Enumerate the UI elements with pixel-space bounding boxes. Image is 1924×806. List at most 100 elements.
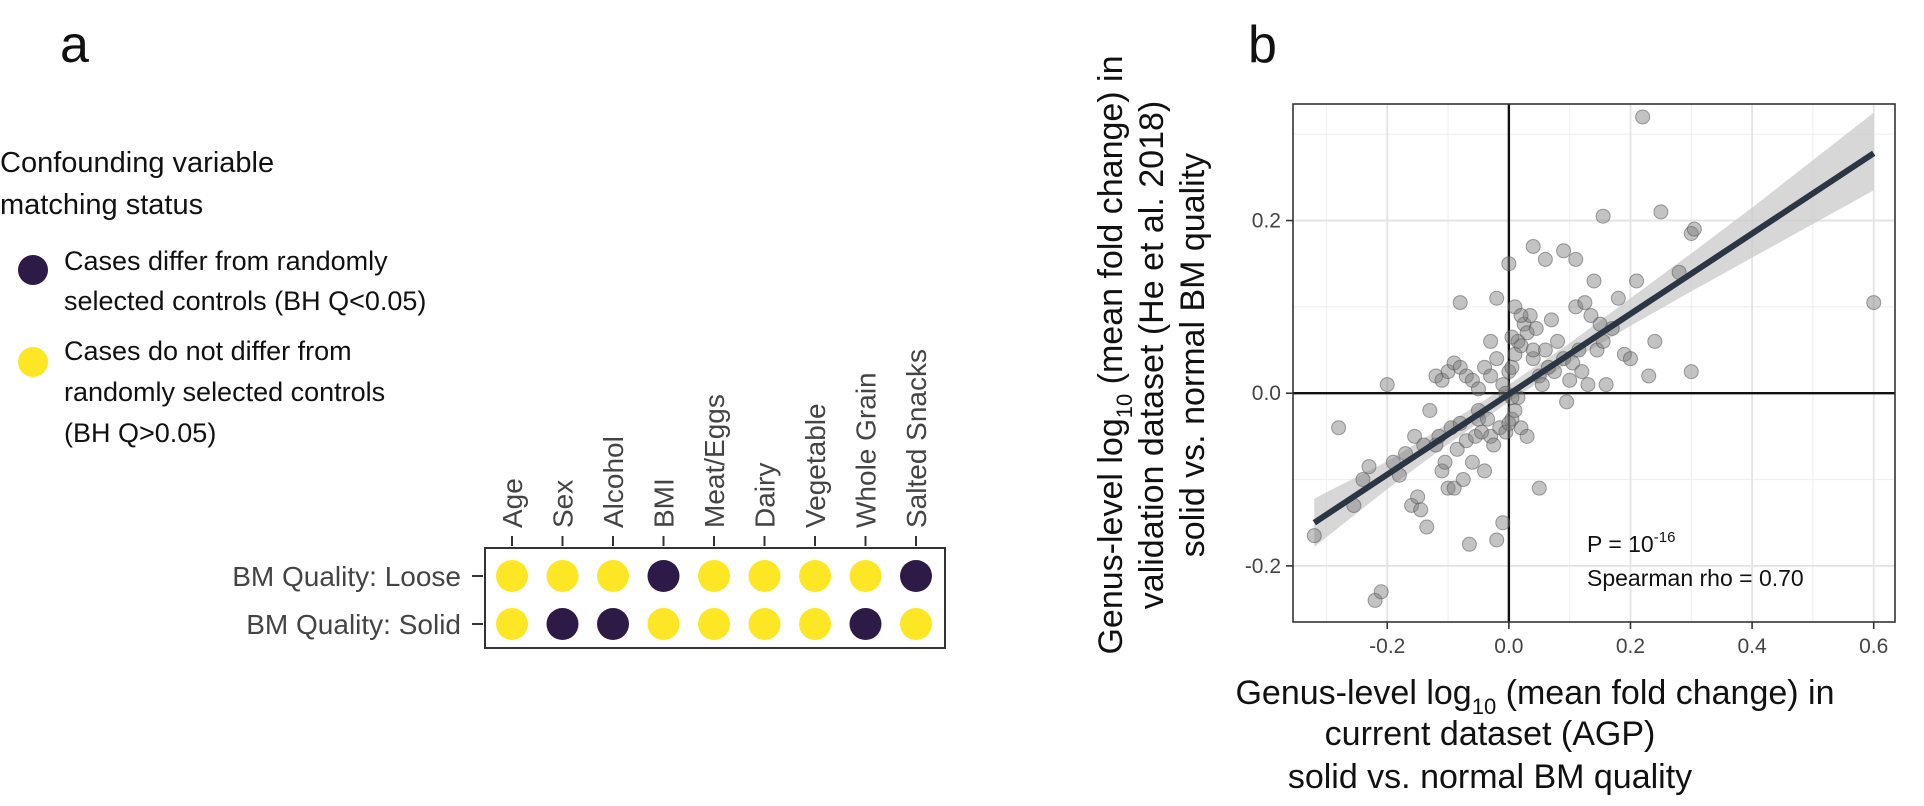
column-label: Whole Grain <box>851 372 882 528</box>
legend-key-differ <box>18 255 48 285</box>
scatter-point <box>1653 204 1669 220</box>
scatter-point <box>1598 377 1614 393</box>
y-axis-title-line3: solid vs. normal BM quality <box>1174 153 1212 557</box>
x-axis-title-line1: Genus-level log10 (mean fold change) in <box>1235 674 1834 719</box>
column-label: Vegetable <box>800 403 831 528</box>
scatter-point <box>1568 251 1584 267</box>
scatter-point <box>1495 515 1511 531</box>
dot-differ <box>647 560 680 592</box>
y-axis-title-line2: validation dataset (He et al. 2018) <box>1133 101 1171 609</box>
scatter-point <box>1404 497 1420 513</box>
scatter-point <box>1562 372 1578 388</box>
spearman-annotation: Spearman rho = 0.70 <box>1587 565 1804 591</box>
confidence-band <box>1314 112 1874 547</box>
scatter-point <box>1470 381 1486 397</box>
dot-differ <box>900 560 932 592</box>
scatter-point <box>1434 372 1450 388</box>
dot-no-differ <box>849 560 882 592</box>
legend-differ-line2: selected controls (BH Q<0.05) <box>64 286 426 316</box>
dot-no-differ <box>546 560 579 592</box>
scatter-point <box>1686 221 1702 237</box>
panel-a: a Confounding variable matching status C… <box>0 16 946 649</box>
scatter-point <box>1610 290 1626 306</box>
scatter-point <box>1519 325 1535 341</box>
y-tick-label: 0.0 <box>1252 382 1281 405</box>
scatter-point <box>1483 428 1499 444</box>
scatter-point <box>1507 402 1523 418</box>
scatter-point <box>1452 295 1468 311</box>
scatter-point <box>1537 342 1553 358</box>
dot-no-differ <box>647 608 680 640</box>
scatter-point <box>1622 351 1638 367</box>
scatter-point <box>1866 295 1882 311</box>
legend-no-differ-line3: (BH Q>0.05) <box>64 418 216 448</box>
scatter-point <box>1464 454 1480 470</box>
panel-a-letter: a <box>60 16 89 74</box>
scatter-point <box>1525 351 1541 367</box>
dot-no-differ <box>698 608 730 640</box>
x-tick-label: 0.0 <box>1494 635 1523 658</box>
regression-line <box>1312 150 1876 526</box>
scatter-point <box>1477 359 1493 375</box>
scatter-point <box>1559 394 1575 410</box>
dot-matrix-frame <box>484 547 946 649</box>
dot-no-differ <box>799 608 831 640</box>
legend-no-differ-line1: Cases do not differ from <box>64 336 352 366</box>
p-value-text: P = 10 <box>1587 531 1654 557</box>
dot-no-differ <box>748 608 781 640</box>
scatter-point <box>1534 377 1550 393</box>
x-axis-title-line3: solid vs. normal BM quality <box>1288 758 1692 796</box>
column-label: BMI <box>649 478 680 528</box>
scatter-point <box>1504 411 1520 427</box>
scatter-point <box>1419 519 1435 535</box>
column-label: Salted Snacks <box>901 349 932 528</box>
scatter-point <box>1525 238 1541 254</box>
p-value-exponent: -16 <box>1654 529 1676 546</box>
dot-matrix: Age Sex Alcohol BMI Meat/Eggs Dairy Vegetable W… <box>232 349 946 649</box>
scatter-point <box>1486 437 1502 453</box>
scatter-point <box>1586 273 1602 289</box>
p-value-annotation: P = 10-16 <box>1587 529 1675 557</box>
scatter-point <box>1635 109 1651 125</box>
scatter-point <box>1568 299 1584 315</box>
scatter-point <box>1483 368 1499 384</box>
scatter-point <box>1480 411 1496 427</box>
x-tick-label: -0.2 <box>1369 635 1405 658</box>
scatter-point <box>1507 299 1523 315</box>
dot-no-differ <box>799 560 831 592</box>
column-label: Age <box>497 478 528 528</box>
dot-no-differ <box>496 608 528 640</box>
scatter-point <box>1504 329 1520 345</box>
column-label: Sex <box>548 480 579 528</box>
legend-title-line2: matching status <box>0 189 203 221</box>
scatter-point <box>1434 463 1450 479</box>
scatter-point <box>1437 454 1453 470</box>
scatter-point <box>1513 420 1529 436</box>
scatter-point <box>1477 463 1493 479</box>
scatter-point <box>1519 428 1535 444</box>
scatter-point <box>1513 308 1529 324</box>
scatter-point <box>1455 472 1471 488</box>
scatter-point <box>1543 312 1559 328</box>
scatter-plot: -0.2 0.0 0.2 0.4 0.6 -0.2 0.0 0.2 <box>1245 103 1896 658</box>
dot-no-differ <box>748 560 781 592</box>
scatter-point <box>1489 351 1505 367</box>
scatter-point <box>1528 320 1544 336</box>
scatter-point <box>1525 342 1541 358</box>
scatter-point <box>1331 420 1347 436</box>
scatter-point <box>1629 273 1645 289</box>
legend-key-no-differ <box>18 347 48 377</box>
x-axis-title: Genus-level log10 (mean fold change) in … <box>1235 674 1834 796</box>
scatter-point <box>1458 433 1474 449</box>
scatter-point <box>1489 290 1505 306</box>
scatter-point <box>1440 480 1456 496</box>
scatter-point <box>1498 424 1514 440</box>
panel-b-letter: b <box>1248 16 1277 74</box>
scatter-point <box>1483 333 1499 349</box>
x-tick-label: 0.2 <box>1616 635 1645 658</box>
scatter-point <box>1683 364 1699 380</box>
panel-b: b -0.2 0.0 0.2 0.4 0.6 -0.2 0.0 0.2 P = 10-16 S… <box>1092 16 1896 796</box>
scatter-point <box>1361 459 1377 475</box>
scatter-point <box>1589 342 1605 358</box>
scatter-point <box>1410 489 1426 505</box>
